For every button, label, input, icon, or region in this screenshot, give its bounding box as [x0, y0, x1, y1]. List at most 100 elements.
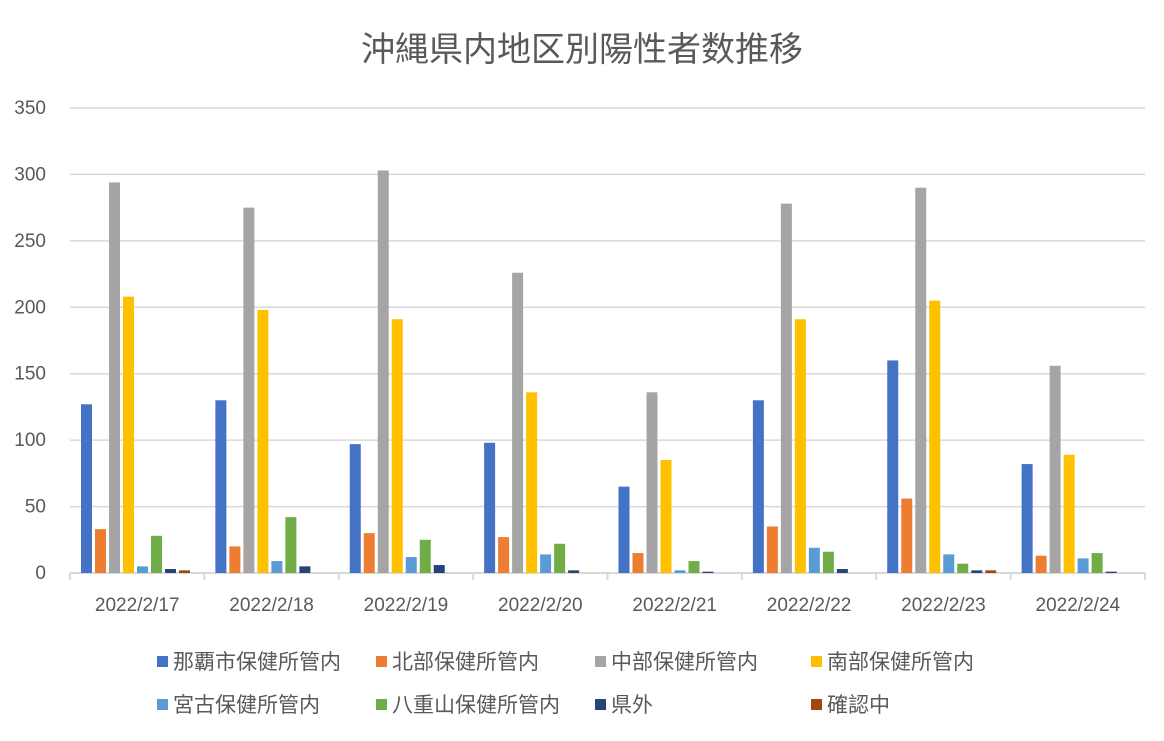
bar-2-2022/2/20: [498, 537, 510, 573]
bar-3-2022/2/20: [512, 272, 524, 573]
y-tick-label: 100: [14, 430, 46, 451]
bar-5-2022/2/23: [943, 554, 955, 573]
bar-1-2022/2/18: [215, 400, 227, 573]
legend-swatch: [811, 655, 822, 667]
legend-label: 北部保健所管内: [392, 651, 539, 674]
bar-7-2022/2/23: [971, 570, 983, 573]
x-tick-label: 2022/2/23: [901, 595, 986, 616]
bar-3-2022/2/23: [915, 187, 927, 573]
bar-2-2022/2/18: [229, 546, 241, 573]
bar-7-2022/2/17: [165, 569, 176, 573]
y-tick-label: 0: [35, 563, 46, 584]
bar-3-2022/2/17: [109, 182, 120, 573]
bar-2-2022/2/19: [363, 533, 375, 573]
legend-swatch: [376, 655, 387, 667]
legend-label: 確認中: [827, 694, 890, 717]
x-tick-label: 2022/2/18: [229, 595, 314, 616]
x-tick-label: 2022/2/24: [1036, 595, 1121, 616]
bar-8-2022/2/17: [179, 570, 190, 573]
legend-label: 県外: [611, 694, 653, 717]
bar-1-2022/2/20: [484, 442, 496, 573]
bar-2-2022/2/23: [901, 498, 913, 573]
bar-7-2022/2/21: [702, 571, 714, 573]
legend-item: 八重山保健所管内: [376, 689, 560, 719]
legend-item: 中部保健所管内: [595, 646, 758, 676]
bar-3-2022/2/24: [1049, 365, 1061, 573]
bar-1-2022/2/17: [81, 404, 92, 573]
legend-item: 南部保健所管内: [811, 646, 974, 676]
bar-4-2022/2/22: [794, 319, 806, 573]
bar-7-2022/2/18: [299, 566, 311, 573]
y-tick-label: 300: [14, 164, 46, 185]
y-tick-label: 250: [14, 231, 46, 252]
legend-label: 中部保健所管内: [611, 651, 758, 674]
legend-item: 北部保健所管内: [376, 646, 539, 676]
bar-6-2022/2/18: [285, 517, 297, 573]
bar-5-2022/2/21: [674, 570, 686, 573]
bar-5-2022/2/24: [1077, 558, 1089, 573]
bar-5-2022/2/20: [540, 554, 552, 573]
bar-3-2022/2/18: [243, 207, 255, 573]
bar-3-2022/2/22: [780, 203, 792, 573]
bar-8-2022/2/23: [985, 570, 997, 573]
bar-4-2022/2/20: [526, 392, 538, 573]
legend-swatch: [811, 698, 822, 710]
bar-2-2022/2/24: [1035, 555, 1047, 573]
bar-4-2022/2/19: [391, 319, 403, 573]
legend-swatch: [595, 655, 606, 667]
legend-label: 那覇市保健所管内: [173, 651, 341, 674]
legend-item: 宮古保健所管内: [157, 689, 320, 719]
bar-1-2022/2/24: [1021, 464, 1033, 573]
bar-4-2022/2/18: [257, 309, 269, 573]
legend-label: 八重山保健所管内: [392, 694, 560, 717]
x-tick-label: 2022/2/19: [364, 595, 449, 616]
bar-6-2022/2/20: [554, 543, 566, 573]
bar-6-2022/2/22: [822, 551, 834, 573]
chart-title: 沖縄県内地区別陽性者数推移: [361, 31, 803, 69]
y-tick-label: 200: [14, 297, 46, 318]
bar-6-2022/2/23: [957, 563, 969, 573]
bar-4-2022/2/17: [123, 296, 134, 573]
x-tick-label: 2022/2/20: [498, 595, 583, 616]
bar-5-2022/2/19: [405, 557, 417, 573]
bar-2-2022/2/17: [95, 529, 106, 573]
y-tick-label: 150: [14, 364, 46, 385]
bar-7-2022/2/19: [433, 565, 445, 573]
legend-label: 南部保健所管内: [827, 651, 974, 674]
bar-5-2022/2/22: [808, 547, 820, 573]
bar-3-2022/2/21: [646, 392, 658, 573]
legend-label: 宮古保健所管内: [173, 694, 320, 717]
x-tick-label: 2022/2/21: [632, 595, 717, 616]
y-tick-label: 350: [14, 98, 46, 119]
legend-swatch: [157, 655, 168, 667]
bar-2-2022/2/22: [766, 526, 778, 573]
bar-3-2022/2/19: [377, 170, 389, 573]
bar-4-2022/2/21: [660, 460, 672, 573]
legend-item: 那覇市保健所管内: [157, 646, 341, 676]
bar-5-2022/2/18: [271, 561, 283, 573]
bar-6-2022/2/24: [1091, 553, 1103, 573]
bar-1-2022/2/22: [752, 400, 764, 573]
bar-4-2022/2/23: [929, 300, 941, 573]
bar-2-2022/2/21: [632, 553, 644, 573]
legend-swatch: [376, 698, 387, 710]
legend-swatch: [595, 698, 606, 710]
bar-6-2022/2/19: [419, 539, 431, 573]
bar-7-2022/2/22: [836, 569, 848, 573]
bar-1-2022/2/21: [618, 486, 630, 573]
bar-6-2022/2/17: [151, 535, 162, 573]
bar-4-2022/2/24: [1063, 454, 1075, 573]
bar-5-2022/2/17: [137, 566, 148, 573]
y-tick-label: 50: [25, 497, 46, 518]
bar-1-2022/2/19: [349, 444, 361, 573]
bar-7-2022/2/20: [568, 570, 580, 573]
bar-1-2022/2/23: [887, 360, 899, 573]
bar-6-2022/2/21: [688, 561, 700, 573]
x-tick-label: 2022/2/17: [95, 595, 180, 616]
legend-item: 県外: [595, 689, 653, 719]
bar-7-2022/2/24: [1105, 571, 1117, 573]
legend-item: 確認中: [811, 689, 890, 719]
x-tick-label: 2022/2/22: [767, 595, 852, 616]
